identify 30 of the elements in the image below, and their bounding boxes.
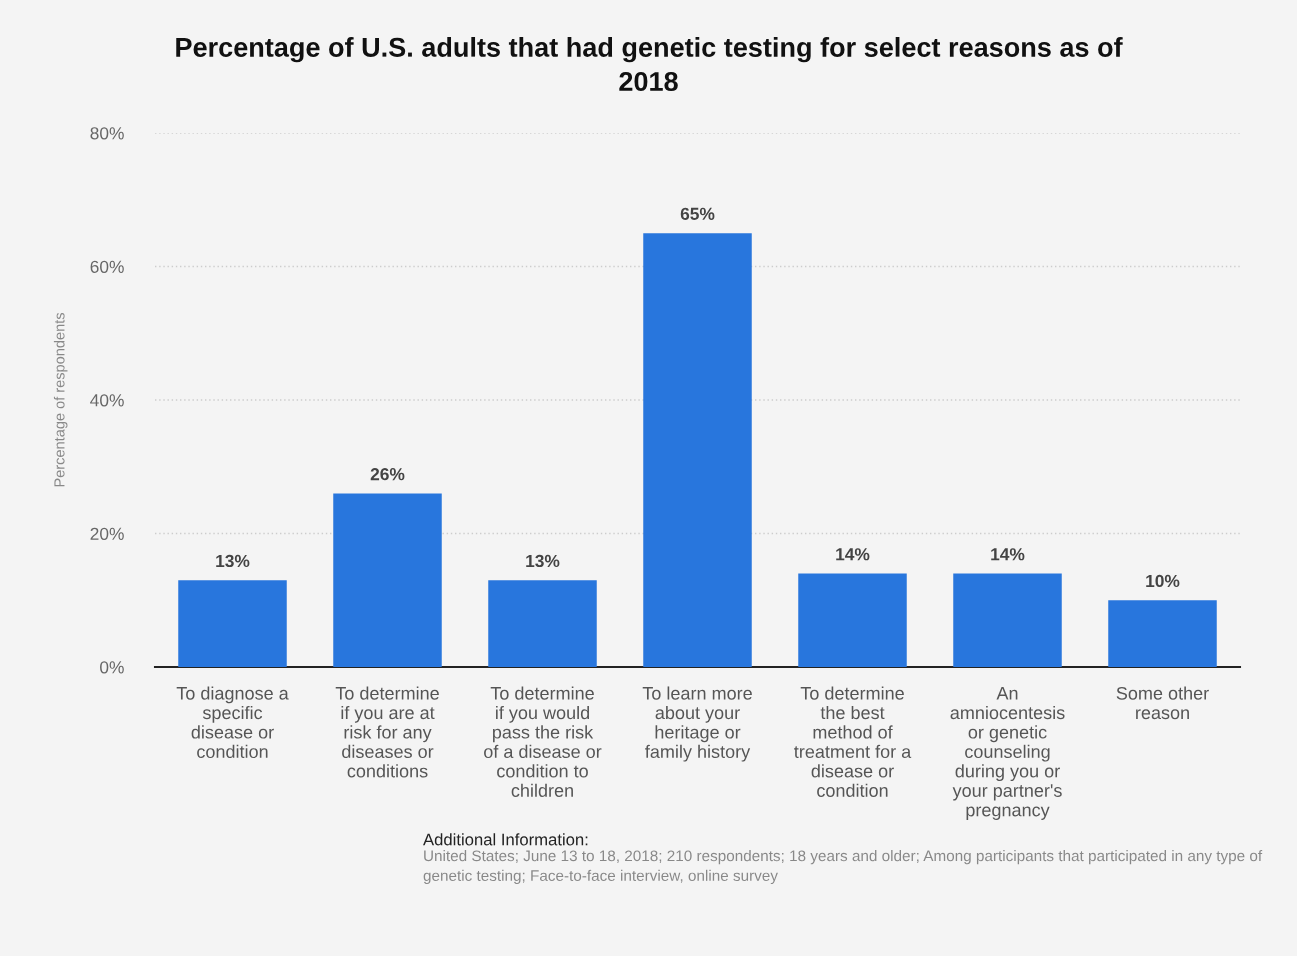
y-tick-label: 60% [90, 260, 124, 273]
x-tick-label: To determine the best method of treatment for a disease or condition [794, 686, 912, 797]
x-tick-label: An amniocentesis or genetic counseling during you or your partner's pregnancy [950, 687, 1065, 820]
x-tick-label: To determine if you are at risk for any diseases or conditions [335, 686, 439, 778]
x-tick-label: Some other reason [1116, 686, 1209, 720]
bar [643, 233, 752, 667]
y-axis-title: Percentage of respondents [53, 312, 68, 487]
data-label: 13% [216, 554, 250, 568]
data-label: 26% [370, 468, 405, 481]
text: Additional Information: [423, 833, 588, 846]
text: United States; June 13 to 18, 2018; 210 respondents; 18 years and older; Among participants that participated in any type of genetic testing; Face-to-face interview, online survey [423, 850, 1263, 885]
bar [953, 573, 1062, 667]
x-tick-label: To determine if you would pass the risk of a disease or condition to children [484, 686, 602, 797]
x-tick-label: To diagnose a specific disease or condition [176, 686, 289, 759]
bar [333, 493, 442, 667]
y-tick-label: 80% [90, 127, 124, 140]
bar [1108, 600, 1217, 667]
y-tick-label: 20% [90, 527, 124, 540]
data-label: 65% [680, 207, 715, 220]
bar [798, 573, 907, 667]
y-tick-label: 40% [90, 394, 124, 407]
bar [488, 580, 597, 667]
data-label: 14% [836, 548, 870, 561]
data-label: 10% [1146, 574, 1180, 588]
chart-title: Percentage of U.S. adults that had genetic testing for select reasons as of 2018 [176, 37, 1123, 92]
bar [178, 580, 287, 667]
y-tick-label: 0% [100, 661, 124, 674]
data-label: 13% [526, 554, 560, 568]
data-label: 14% [991, 548, 1025, 561]
x-tick-label: To learn more about your heritage or family history [642, 686, 752, 762]
